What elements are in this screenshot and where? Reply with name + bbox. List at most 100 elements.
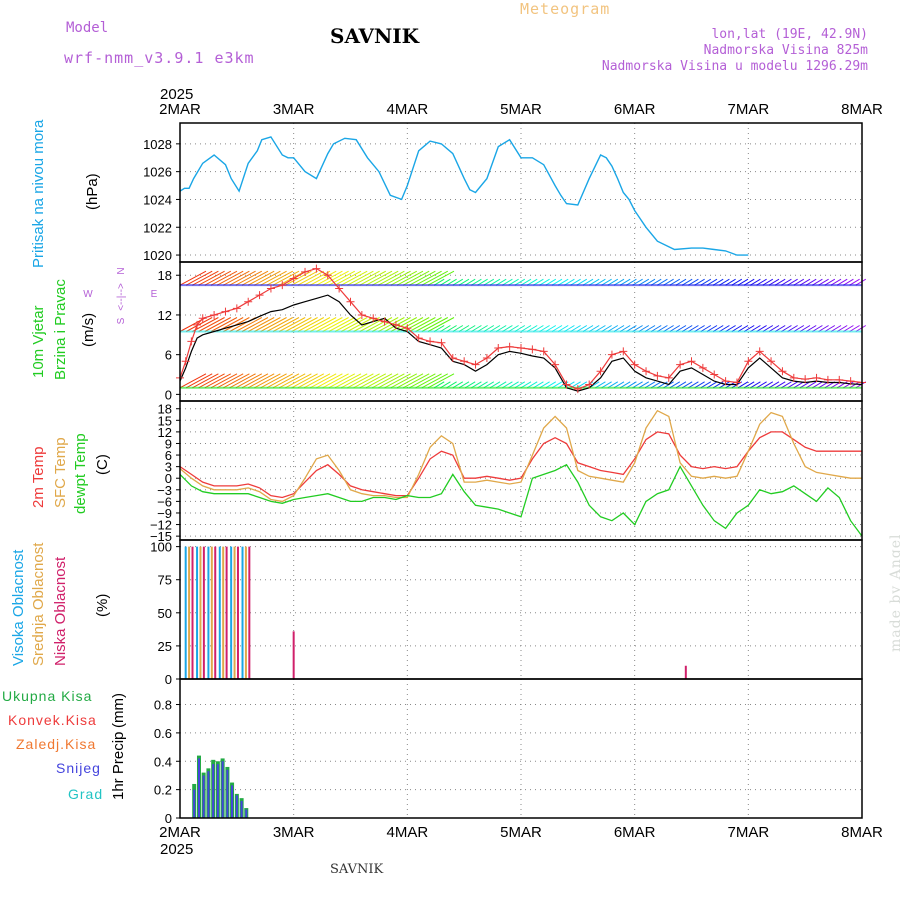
wind-gust-marker: [278, 281, 287, 290]
model-label: Model: [66, 20, 109, 36]
wind-gust-marker: [687, 357, 696, 366]
wind-barb: [415, 317, 442, 332]
wind-gust-marker: [221, 307, 230, 316]
wind-barb: [235, 373, 263, 389]
wind-barb: [396, 373, 424, 389]
wind-barb: [322, 373, 349, 389]
wind-barb: [340, 270, 368, 286]
wind-barb: [371, 270, 399, 286]
x-tick-label-bottom: 5MAR: [500, 824, 542, 841]
wind-barb: [272, 373, 300, 389]
wind-barb: [266, 317, 294, 332]
y-tick-label: −3: [157, 483, 172, 498]
wind-gust-marker: [380, 317, 389, 326]
wind-gust-marker: [244, 297, 253, 306]
wind-barb: [204, 270, 232, 286]
wind-barb: [303, 373, 331, 389]
y-tick-label: −12: [150, 518, 172, 533]
wind-gust-marker: [698, 363, 707, 372]
wind-barb: [371, 317, 399, 332]
wind-gust-marker: [482, 353, 491, 362]
wind-barb: [390, 270, 418, 286]
y-tick-label: 1022: [143, 220, 172, 235]
precip-snow-bar: [235, 795, 238, 818]
wind-gust-marker: [369, 314, 378, 323]
model-elevation: Nadmorska Visina u modelu 1296.29m: [601, 59, 868, 74]
page-title: SAVNIK: [330, 24, 420, 48]
precip-snow-bar: [221, 761, 224, 818]
wind-barb: [210, 317, 238, 332]
wind-gust-marker: [460, 357, 469, 366]
wind-speed-line: [179, 294, 863, 392]
wind-barb: [359, 317, 387, 332]
wind-barb: [402, 373, 430, 389]
model-name: wrf-nmm_v3.9.1 e3km: [64, 49, 255, 67]
wind-barb: [359, 373, 387, 389]
x-tick-label-bottom: 7MAR: [727, 824, 769, 841]
precip-snow-bar: [193, 789, 196, 818]
wind-barb: [198, 317, 225, 332]
footer-station: SAVNIK: [330, 862, 384, 877]
meteogram-label: Meteogram: [520, 0, 611, 18]
wind-barb: [223, 270, 250, 286]
wind-barb: [241, 373, 269, 389]
compass-north: N: [116, 267, 127, 274]
wind-barb: [415, 270, 442, 286]
wind-gust-marker: [255, 291, 264, 300]
wind-gust-marker: [517, 344, 525, 353]
wind-gust-marker: [323, 271, 332, 280]
wind-barb: [235, 270, 263, 286]
y-tick-label: 9: [165, 436, 172, 451]
wind-barb: [285, 373, 312, 389]
wind-barb: [198, 373, 225, 389]
wind-gust-marker: [505, 342, 514, 351]
legend-convective-rain: Konvek.Kisa: [8, 712, 97, 728]
wind-barb: [241, 317, 269, 332]
wind-barb: [272, 317, 300, 332]
wind-gust-marker: [664, 373, 673, 382]
temp-dewpoint-line: [179, 463, 863, 537]
wind-barb: [427, 317, 455, 332]
precip-snow-bar: [216, 764, 219, 818]
wind-gust-marker: [835, 375, 844, 384]
wind-barb: [297, 373, 325, 389]
y-tick-label: 1024: [143, 192, 172, 207]
precip-snow-bar: [202, 775, 205, 818]
y-tick-label: 1028: [143, 137, 172, 152]
y-tick-label: −15: [150, 529, 172, 544]
wind-gust-marker: [846, 377, 855, 386]
precip-snow-bar: [207, 771, 210, 818]
wind-barb: [291, 270, 318, 286]
legend-hail: Grad: [68, 786, 104, 802]
wind-barb: [291, 317, 318, 332]
wind-barb: [204, 373, 232, 389]
y-tick-label: 25: [158, 639, 172, 654]
y-tick-label: 3: [165, 460, 172, 475]
wind-gust-marker: [732, 378, 741, 387]
wind-barb: [266, 373, 294, 389]
wind-barb: [204, 317, 232, 332]
wind-gust-marker: [573, 385, 582, 394]
wind-barb: [309, 373, 337, 389]
wind-gust-marker: [630, 360, 639, 369]
precip-snow-bar: [240, 800, 243, 818]
precip-snow-bar: [197, 758, 200, 818]
wind-barb: [247, 270, 275, 286]
wind-gust-marker: [619, 347, 628, 356]
wind-gust-marker: [403, 324, 412, 333]
wind-gust-marker: [232, 304, 241, 313]
compass-south: S: [116, 317, 127, 324]
wind-barb: [179, 373, 207, 389]
wind-gust-marker: [778, 367, 787, 376]
wind-barb: [210, 270, 238, 286]
wind-barb: [421, 373, 449, 389]
y-tick-label: 0.8: [154, 698, 172, 713]
wind-barb: [254, 317, 281, 332]
wind-barb: [285, 270, 312, 286]
wind-barb: [390, 373, 418, 389]
y-tick-label: 50: [158, 606, 172, 621]
wind-gust-marker: [210, 310, 219, 319]
wind-barb: [340, 317, 368, 332]
wind-compass: N W E <--|--> S: [83, 267, 157, 324]
x-tick-label-bottom: 3MAR: [273, 824, 315, 841]
